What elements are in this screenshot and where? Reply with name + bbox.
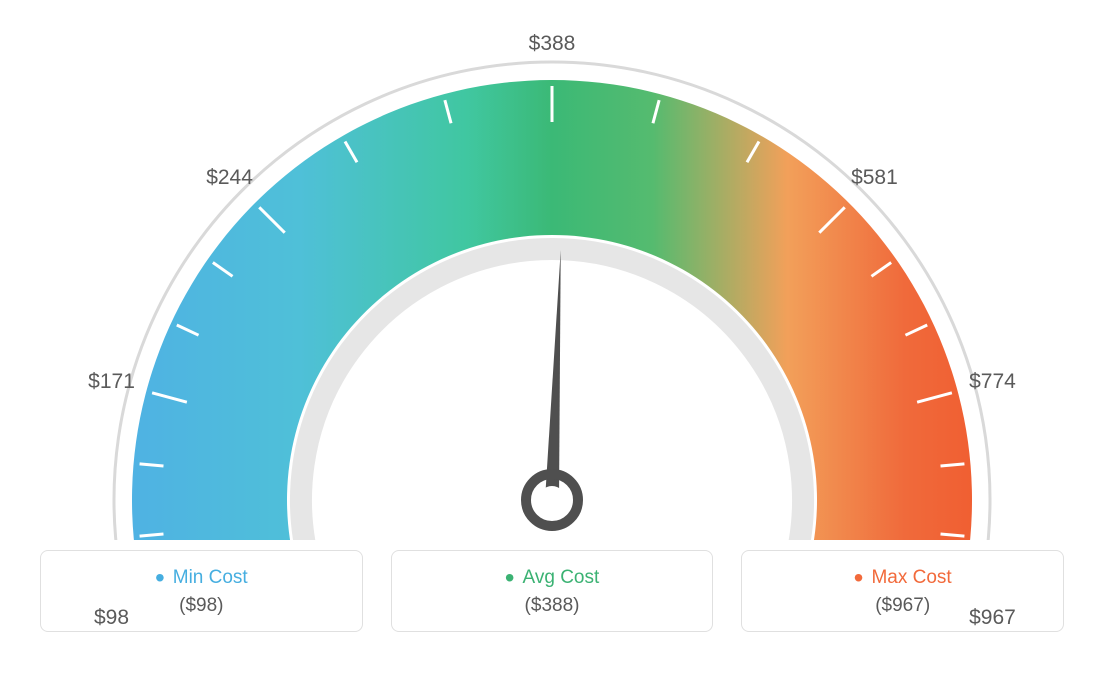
gauge-chart: $98$171$244$388$581$774$967 bbox=[40, 20, 1064, 540]
chart-container: $98 $171 $244 $388 $581 $774 $967 Min Cost ($9… bbox=[0, 0, 1104, 690]
gauge-svg bbox=[40, 20, 1064, 540]
legend-avg-value: ($388) bbox=[402, 595, 703, 617]
legend-min-label: Min Cost bbox=[51, 567, 352, 589]
gauge-tick-label: $581 bbox=[851, 166, 898, 190]
gauge-tick-label: $774 bbox=[969, 370, 1016, 394]
gauge-tick-label: $967 bbox=[969, 606, 1016, 630]
gauge-tick-label: $388 bbox=[529, 32, 576, 56]
legend-row: Min Cost ($98) Avg Cost ($388) Max Cost … bbox=[40, 550, 1064, 632]
legend-avg-label: Avg Cost bbox=[402, 567, 703, 589]
gauge-tick-label: $244 bbox=[206, 166, 253, 190]
gauge-tick-label: $98 bbox=[94, 606, 129, 630]
legend-card-avg: Avg Cost ($388) bbox=[391, 550, 714, 632]
gauge-tick-label: $171 bbox=[88, 370, 135, 394]
legend-max-label: Max Cost bbox=[752, 567, 1053, 589]
legend-card-min: Min Cost ($98) bbox=[40, 550, 363, 632]
